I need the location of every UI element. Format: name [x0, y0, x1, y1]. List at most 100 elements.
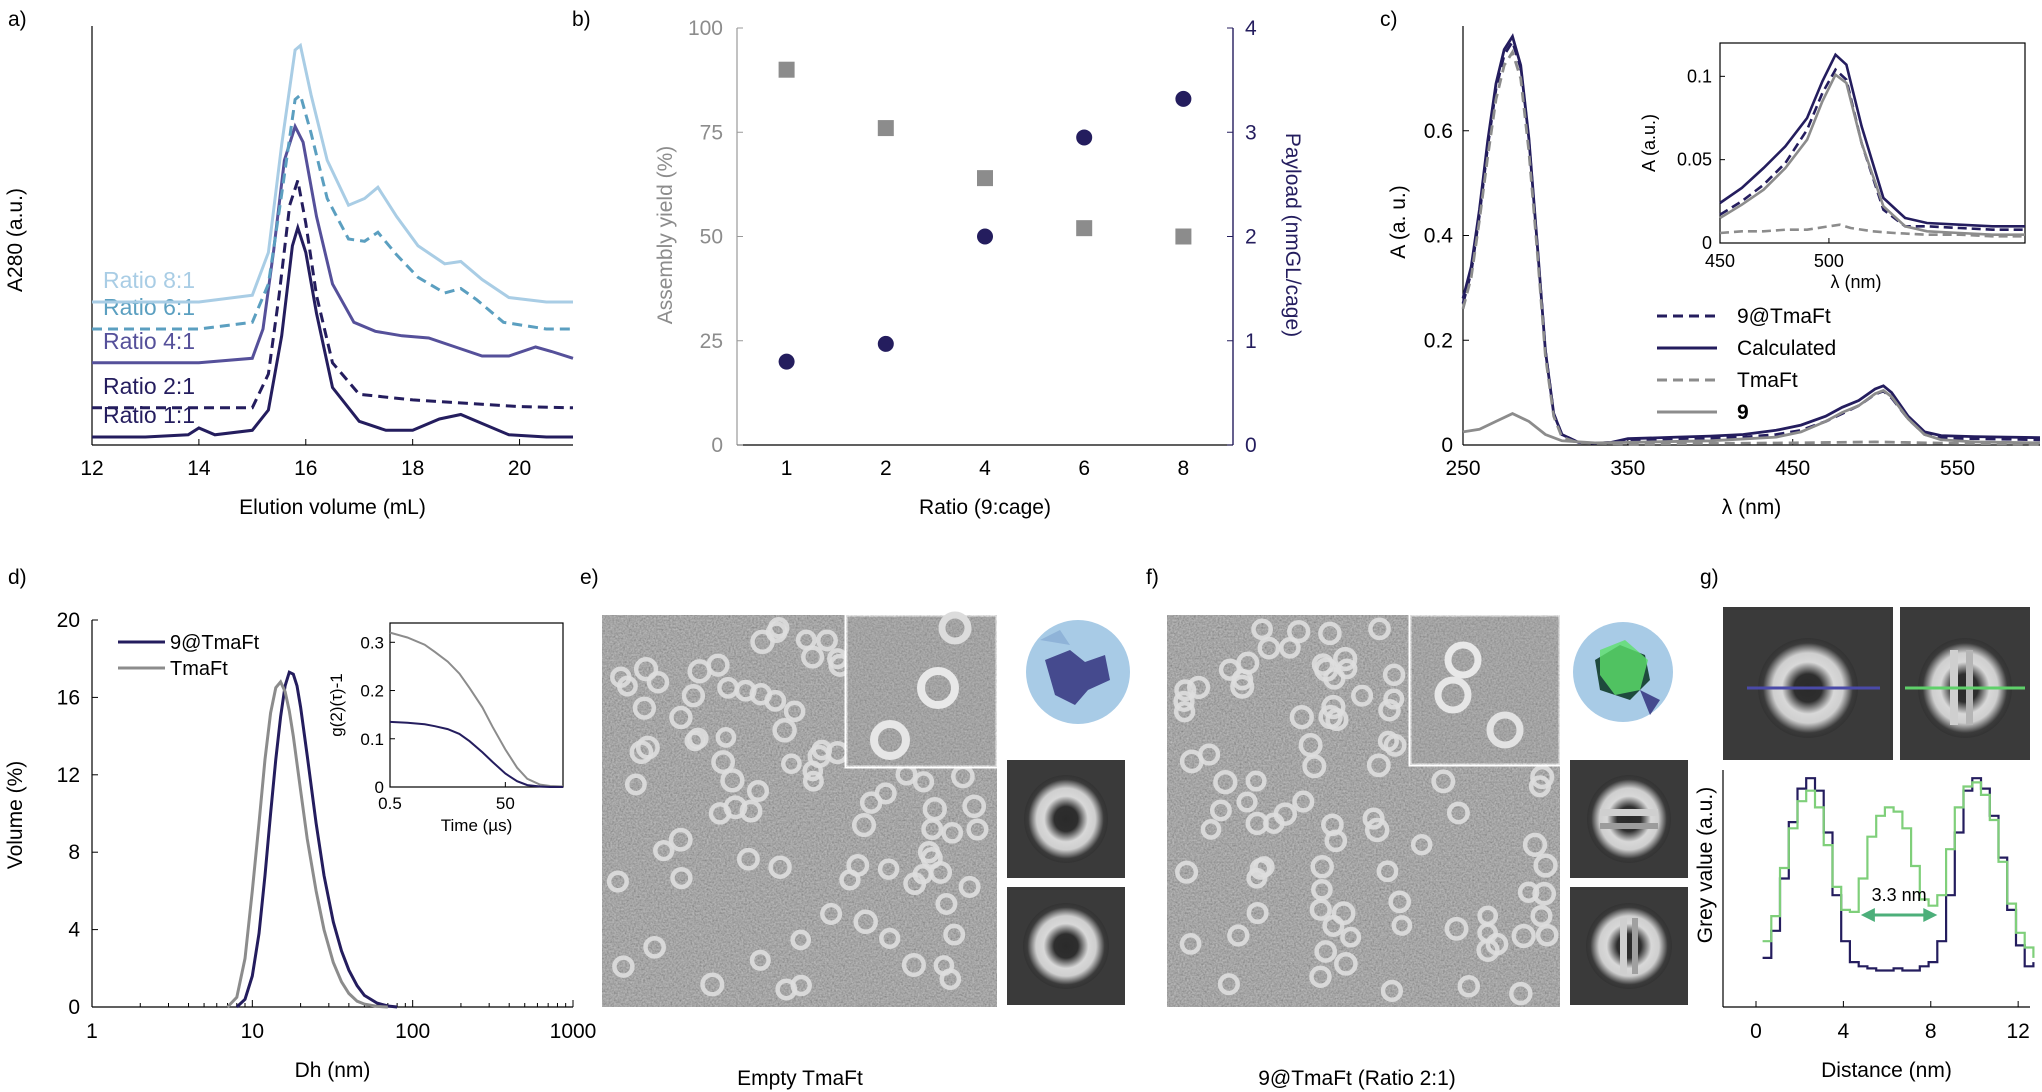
- legend-label: TmaFt: [1737, 369, 1798, 392]
- particle-ring: [1200, 819, 1222, 840]
- particle-ring: [1340, 926, 1362, 948]
- left-axis-title: Assembly yield (%): [654, 146, 677, 325]
- x-tick-label: 0: [1750, 1020, 1762, 1043]
- inset-x-tick-label: 50: [496, 794, 515, 813]
- x-tick-label: 1: [86, 1020, 98, 1043]
- x-tick-label: 8: [1178, 457, 1190, 480]
- particle-ring: [1227, 924, 1250, 947]
- particle-ring: [1245, 811, 1269, 836]
- class-average-empty-1: [1007, 760, 1125, 878]
- x-tick-label: 6: [1078, 457, 1090, 480]
- particle-ring: [1382, 663, 1406, 687]
- particle-ring: [1351, 684, 1374, 707]
- left-tick-label: 100: [688, 17, 723, 40]
- inset-series-line: [1719, 223, 2025, 238]
- particle-ring: [1289, 705, 1314, 730]
- particle-ring: [1334, 952, 1358, 976]
- particle-ring: [1245, 770, 1267, 792]
- particle-ring: [1287, 619, 1311, 644]
- y-axis-title: Grey value (a.u.): [1694, 787, 1717, 943]
- particle-ring: [668, 827, 693, 852]
- y-axis-title: A (a. u.): [1387, 185, 1410, 259]
- series-label: Ratio 1:1: [103, 402, 195, 428]
- particle-ring: [943, 923, 966, 946]
- right-tick-label: 3: [1245, 121, 1257, 144]
- y-axis-title: A280 (a.u.): [4, 188, 27, 292]
- particle-ring: [764, 689, 787, 712]
- particle-ring: [681, 684, 706, 708]
- inset-x-title: λ (nm): [1831, 272, 1882, 292]
- particle-ring: [1311, 653, 1335, 676]
- y-axis-title: Volume (%): [4, 761, 27, 870]
- particle-ring: [768, 855, 792, 879]
- particle-ring: [851, 813, 877, 838]
- panel-label-a: a): [8, 8, 27, 31]
- legend-label: 9@TmaFt: [1737, 305, 1831, 328]
- particle-ring: [1174, 679, 1197, 702]
- particle-ring: [1179, 749, 1204, 774]
- particle-ring: [1230, 674, 1255, 699]
- particle-ring: [879, 927, 901, 950]
- particle-ring: [877, 858, 900, 880]
- series-line: [92, 122, 574, 365]
- panel-label-d: d): [8, 566, 27, 589]
- x-tick-label: 10: [241, 1020, 264, 1043]
- x-tick-label: 16: [294, 457, 317, 480]
- particle-ring: [1333, 646, 1358, 672]
- x-tick-label: 250: [1445, 457, 1480, 480]
- particle-ring: [1410, 833, 1433, 856]
- inset-series-line: [389, 631, 564, 788]
- particle-ring: [612, 955, 635, 978]
- x-tick-label: 4: [1838, 1020, 1850, 1043]
- inset-y-tick-label: 0.05: [1677, 150, 1712, 170]
- profile-image-empty: [1723, 607, 1893, 760]
- particle-ring: [802, 770, 824, 792]
- series-line: [1461, 38, 2041, 445]
- class-average-loaded-2: [1570, 887, 1688, 1005]
- inset-series-line: [1719, 67, 2025, 231]
- legend-label: Calculated: [1737, 337, 1836, 360]
- legend-label: 9@TmaFt: [170, 632, 260, 654]
- particle-ring: [711, 750, 736, 775]
- particle-ring: [1273, 802, 1298, 826]
- particle-ring: [1532, 881, 1557, 906]
- particle-rings-loaded: [1173, 617, 1559, 1006]
- legend-label: TmaFt: [170, 658, 228, 680]
- x-axis-title: Dh (nm): [295, 1059, 371, 1082]
- x-tick-label: 350: [1610, 457, 1645, 480]
- particle-ring: [1175, 860, 1199, 884]
- x-tick-label: 1: [781, 457, 793, 480]
- profile-image-loaded: [1900, 607, 2030, 760]
- particle-ring: [912, 863, 934, 885]
- y-tick-label: 12: [57, 764, 80, 787]
- square-marker: [1175, 228, 1192, 245]
- particle-ring: [772, 718, 797, 743]
- particle-ring: [939, 968, 962, 991]
- particle-ring: [1528, 775, 1551, 798]
- x-axis-title: Distance (nm): [1821, 1059, 1952, 1082]
- y-tick-label: 0: [1441, 434, 1453, 457]
- particle-ring: [624, 773, 647, 796]
- right-tick-label: 4: [1245, 17, 1257, 40]
- particle-ring: [706, 653, 730, 677]
- particle-ring: [739, 799, 763, 823]
- particle-ring: [1251, 618, 1273, 641]
- particle-ring: [921, 818, 944, 841]
- particle-ring: [653, 839, 675, 862]
- particle-ring: [1314, 940, 1338, 963]
- series-label: Ratio 8:1: [103, 267, 195, 293]
- particle-ring: [1378, 698, 1401, 722]
- particle-ring: [635, 735, 660, 760]
- particle-ring: [901, 952, 926, 978]
- particle-ring: [1324, 829, 1348, 853]
- y-tick-label: 0.6: [1424, 120, 1453, 143]
- particle-ring: [801, 645, 825, 669]
- particle-ring: [1236, 791, 1258, 813]
- inset-series-line: [1719, 72, 2025, 236]
- particle-ring: [1431, 769, 1456, 794]
- particle-ring: [935, 893, 958, 915]
- particle-ring: [1217, 973, 1240, 996]
- particle-ring: [1485, 932, 1509, 956]
- square-marker: [977, 170, 993, 187]
- x-tick-label: 12: [80, 457, 103, 480]
